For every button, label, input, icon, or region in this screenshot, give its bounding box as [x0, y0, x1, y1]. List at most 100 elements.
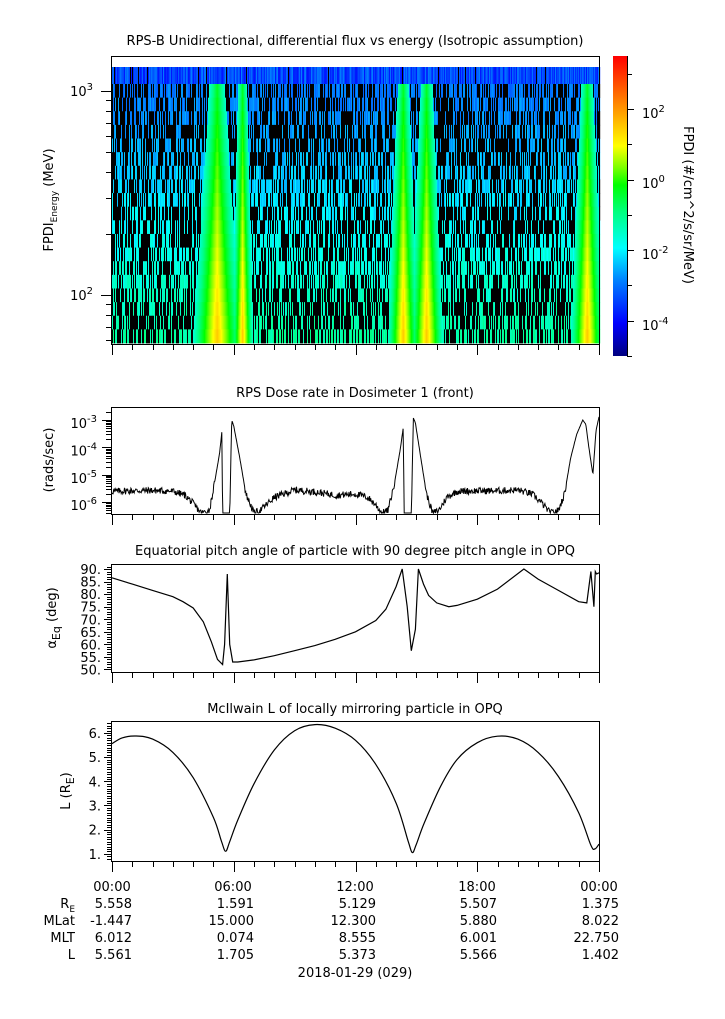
spectrogram-cell [335, 97, 337, 112]
spectrogram-cell [263, 67, 265, 84]
spectrogram-cell [129, 124, 131, 139]
spectrogram-cell [300, 233, 302, 248]
spectrogram-cell [137, 233, 139, 248]
spectrogram-cell [147, 329, 149, 344]
spectrogram-cell [128, 111, 130, 126]
spectrogram-cell [329, 329, 331, 344]
spectrogram-cell [228, 84, 230, 99]
spectrogram-cell [186, 111, 188, 126]
spectrogram-cell [334, 152, 336, 167]
spectrogram-cell [202, 247, 204, 262]
spectrogram-cell [278, 261, 280, 276]
spectrogram-cell [328, 247, 330, 262]
spectrogram-cell [132, 247, 134, 262]
spectrogram-cell [162, 233, 164, 248]
spectrogram-cell [129, 97, 131, 112]
spectrogram-cell [252, 329, 254, 344]
spectrogram-cell [173, 138, 175, 153]
spectrogram-cell [171, 274, 173, 289]
spectrogram-cell [184, 138, 186, 153]
spectrogram-cell [346, 165, 348, 180]
spectrogram-cell [323, 274, 325, 289]
spectrogram-cell [197, 288, 199, 303]
spectrogram-cell [170, 124, 172, 139]
spectrogram-cell [265, 111, 267, 126]
spectrogram-cell [196, 274, 198, 289]
spectrogram-cell [175, 206, 177, 221]
spectrogram-cell [291, 315, 293, 330]
spectrogram-cell [113, 111, 115, 126]
spectrogram-cell [350, 165, 352, 180]
spectrogram-cell [231, 97, 233, 112]
spectrogram-cell [269, 288, 271, 303]
spectrogram-cell [316, 302, 318, 317]
spectrogram-cell [200, 233, 202, 248]
spectrogram-cell [237, 315, 239, 330]
spectrogram-cell [170, 288, 172, 303]
spectrogram-cell [242, 302, 244, 317]
spectrogram-cell [136, 165, 138, 180]
spectrogram-cell [258, 261, 260, 276]
spectrogram-cell [278, 274, 280, 289]
spectrogram-cell [231, 274, 233, 289]
spectrogram-cell [200, 152, 202, 167]
spectrogram-cell [306, 302, 308, 317]
spectrogram-cell [190, 329, 192, 344]
spectrogram-cell [153, 274, 155, 289]
spectrogram-cell [343, 261, 345, 276]
spectrogram-cell [153, 288, 155, 303]
spectrogram-cell [327, 152, 329, 167]
spectrogram-cell [213, 138, 215, 153]
spectrogram-cell [196, 247, 198, 262]
spectrogram-cell [248, 288, 250, 303]
spectrogram-cell [205, 261, 207, 276]
spectrogram-cell [292, 67, 294, 84]
spectrogram-cell [192, 302, 194, 317]
spectrogram-cell [357, 124, 359, 139]
spectrogram-cell [219, 67, 221, 84]
spectrogram-cell [180, 111, 182, 126]
spectrogram-cell [282, 261, 284, 276]
spectrogram-cell [141, 193, 143, 208]
spectrogram-cell [345, 84, 347, 99]
spectrogram-cell [273, 193, 275, 208]
spectrogram-cell [346, 138, 348, 153]
spectrogram-cell [174, 152, 176, 167]
spectrogram-cell [264, 220, 266, 235]
spectrogram-cell [298, 84, 300, 99]
spectrogram-cell [126, 329, 128, 344]
spectrogram-cell [225, 274, 227, 289]
spectrogram-cell [281, 165, 283, 180]
spectrogram-cell [151, 261, 153, 276]
spectrogram-cell [318, 206, 320, 221]
spectrogram-cell [350, 193, 352, 208]
spectrogram-cell [255, 67, 257, 84]
spectrogram-cell [287, 67, 289, 84]
spectrogram-cell [123, 138, 125, 153]
spectrogram-cell [308, 124, 310, 139]
spectrogram-cell [209, 315, 211, 330]
spectrogram-cell [301, 288, 303, 303]
spectrogram-cell [308, 138, 310, 153]
spectrogram-cell [168, 138, 170, 153]
spectrogram-cell [248, 97, 250, 112]
spectrogram-cell [296, 97, 298, 112]
spectrogram-cell [125, 247, 127, 262]
spectrogram-cell [202, 233, 204, 248]
spectrogram-cell [117, 67, 119, 84]
spectrogram-cell [295, 302, 297, 317]
spectrogram-cell [274, 152, 276, 167]
spectrogram-cell [256, 274, 258, 289]
spectrogram-cell [223, 179, 225, 194]
spectrogram-cell [223, 274, 225, 289]
spectrogram-cell [269, 315, 271, 330]
spectrogram-cell [269, 220, 271, 235]
spectrogram-cell [255, 193, 257, 208]
spectrogram-cell [286, 288, 288, 303]
spectrogram-cell [289, 138, 291, 153]
spectrogram-cell [165, 233, 167, 248]
spectrogram-cell [263, 179, 265, 194]
spectrogram-cell [252, 152, 254, 167]
spectrogram-cell [308, 261, 310, 276]
spectrogram-cell [150, 288, 152, 303]
